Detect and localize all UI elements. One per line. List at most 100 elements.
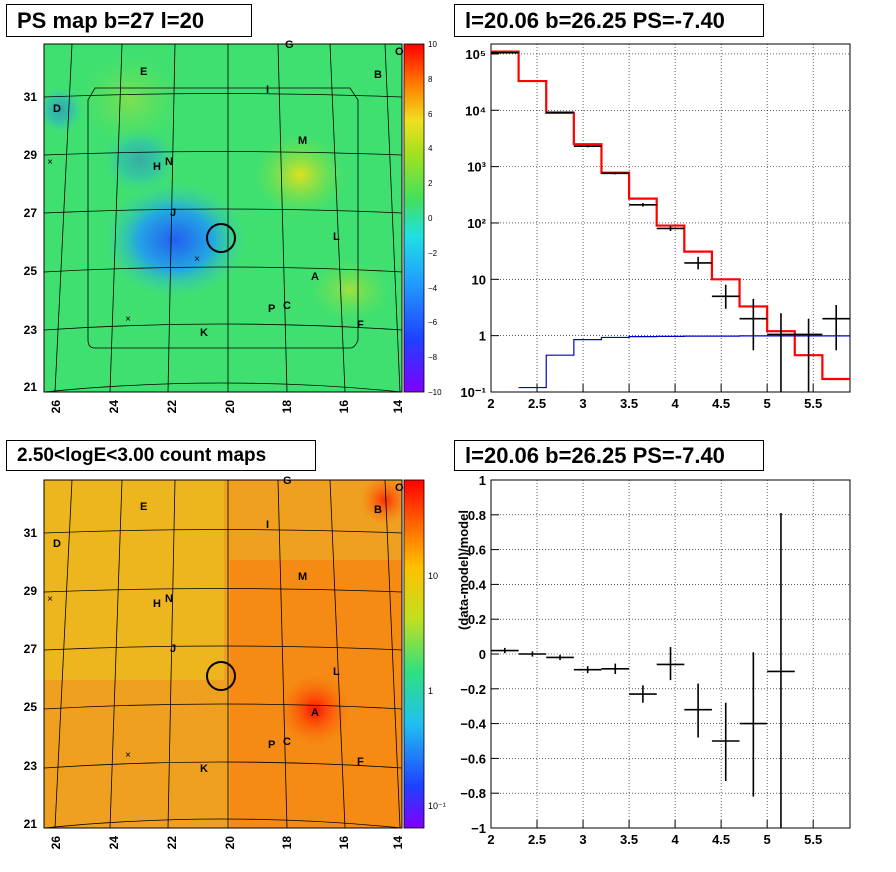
count-map-graticule: [44, 480, 402, 828]
model-step-line: [518, 335, 850, 389]
source-label-L: L: [333, 231, 340, 243]
source-label-D: D: [53, 103, 61, 115]
y-tick-label: 25: [24, 264, 38, 278]
x-tick-label: 4.5: [712, 832, 730, 847]
source-label-D: D: [53, 538, 61, 550]
source-label-C: C: [283, 736, 291, 748]
x-tick-label: 20: [223, 836, 237, 850]
source-label-A: A: [311, 707, 319, 719]
spectrum-frame: [490, 43, 851, 393]
y-tick-label: 0.2: [468, 612, 486, 627]
source-label-F: F: [357, 319, 364, 331]
source-label-O: O: [395, 482, 404, 494]
count-map-structures: × ×: [44, 480, 402, 828]
colorbar-tick: 0: [428, 214, 433, 223]
colorbar-tick: 8: [428, 75, 433, 84]
x-tick-label: 3: [579, 832, 586, 847]
y-tick-label: −0.2: [460, 682, 486, 697]
residual-data-points: [491, 513, 795, 828]
x-tick-label: 4.5: [712, 396, 730, 411]
residual-title: l=20.06 b=26.25 PS=-7.40: [454, 440, 764, 471]
spectrum-x-ticks: 2 2.5 3 3.5 4 4.5 5 5.5: [487, 396, 822, 411]
x-tick-label: 18: [280, 400, 294, 414]
x-tick-label: 5.5: [804, 396, 822, 411]
x-tick-label: 2.5: [528, 396, 546, 411]
x-tick-label: 22: [165, 400, 179, 414]
cross-marker: ×: [125, 314, 131, 325]
spectrum-y-ticks: 10⁻¹ 1 10 10² 10³ 10⁴ 10⁵: [460, 47, 486, 400]
source-label-L: L: [333, 666, 340, 678]
count-colorbar-ticks: 10 1 10⁻¹: [428, 571, 446, 811]
y-tick-label: 29: [24, 584, 38, 598]
residual-y-ticks: −1 −0.8 −0.6 −0.4 −0.2 0 0.2 0.4 0.6 0.8 1: [460, 473, 486, 836]
map-title-top: PS map b=27 l=20: [6, 4, 252, 37]
y-tick-label: 29: [24, 148, 38, 162]
map-title-bottom: 2.50<logE<3.00 count maps: [6, 440, 316, 471]
y-tick-label: −0.6: [460, 751, 486, 766]
source-label-P: P: [268, 739, 275, 751]
y-tick-label: 10⁵: [465, 47, 486, 62]
colorbar-tick: 10: [428, 40, 437, 49]
cross-marker: ×: [194, 254, 200, 265]
x-tick-label: 5: [764, 396, 771, 411]
spectrum-plot: 2 2.5 3 3.5 4 4.5 5 5.5 10⁻¹ 1 10 10² 10³ 10⁴ 10⁵: [460, 43, 851, 411]
source-label-F: F: [357, 756, 364, 768]
y-tick-label: 23: [24, 323, 38, 337]
source-label-C: C: [283, 300, 291, 312]
spectrum-data-points: [491, 51, 850, 392]
cross-marker: ×: [125, 750, 131, 761]
count-map: × × G O E B D I M H N J L A P C F K 21 2…: [24, 475, 446, 849]
source-label-I: I: [266, 519, 269, 531]
x-tick-label: 18: [280, 836, 294, 850]
cross-marker: ×: [47, 157, 53, 168]
x-tick-label: 2.5: [528, 832, 546, 847]
x-tick-label: 20: [223, 400, 237, 414]
y-tick-label: 21: [24, 380, 38, 394]
ps-map-frame: [43, 43, 403, 393]
colorbar-tick: 10: [428, 571, 438, 581]
residual-plot: 2 2.5 3 3.5 4 4.5 5 5.5 −1 −0.8 −0.6 −0.4 −0.2 0 0.2 0…: [456, 473, 851, 847]
source-label-N: N: [165, 156, 173, 168]
y-tick-label: 10⁻¹: [460, 385, 486, 400]
colorbar-tick: −8: [428, 353, 438, 362]
source-label-P: P: [268, 303, 275, 315]
x-tick-label: 3.5: [620, 832, 638, 847]
ps-map-graticule: [44, 44, 402, 392]
source-label-K: K: [200, 327, 208, 339]
source-label-G: G: [285, 39, 294, 51]
x-tick-label: 3.5: [620, 396, 638, 411]
y-tick-label: 25: [24, 700, 38, 714]
y-tick-label: −0.8: [460, 786, 486, 801]
source-label-E: E: [140, 501, 147, 513]
ps-colorbar-ticks: 10 8 6 4 2 0 −2 −4 −6 −8 −10: [428, 40, 442, 397]
y-tick-label: 27: [24, 206, 38, 220]
y-tick-label: 1: [479, 473, 486, 488]
x-tick-label: 14: [391, 400, 405, 414]
count-map-y-axis: 21 23 25 27 29 31: [24, 526, 38, 831]
source-label-J: J: [170, 207, 176, 219]
x-tick-label: 5: [764, 832, 771, 847]
colorbar-tick: 2: [428, 179, 433, 188]
ps-map-y-axis: 21 23 25 27 29 31: [24, 90, 38, 394]
y-tick-label: 0.4: [468, 577, 487, 592]
colorbar-tick: 1: [428, 686, 433, 696]
y-tick-label: −0.4: [460, 717, 486, 732]
ps-map-source-labels: G O E B D I M H N J L A P C F K: [53, 39, 404, 339]
x-tick-label: 26: [49, 836, 63, 850]
source-label-M: M: [298, 135, 307, 147]
target-circle: [206, 661, 236, 691]
source-label-E: E: [140, 66, 147, 78]
spectrum-grid: [490, 44, 850, 393]
x-tick-label: 16: [337, 836, 351, 850]
x-tick-label: 16: [337, 400, 351, 414]
source-label-M: M: [298, 571, 307, 583]
colorbar-tick: −10: [428, 388, 442, 397]
count-colorbar: [403, 479, 425, 829]
y-tick-label: 10²: [467, 216, 486, 231]
ps-map: × × × G O E B D I M H N J L A P C F K 21…: [24, 39, 442, 413]
source-label-N: N: [165, 593, 173, 605]
x-tick-label: 2: [487, 396, 494, 411]
x-tick-label: 26: [49, 400, 63, 414]
y-tick-label: 10⁴: [465, 103, 486, 118]
residual-y-axis-label: (data-model)/model: [456, 510, 471, 630]
